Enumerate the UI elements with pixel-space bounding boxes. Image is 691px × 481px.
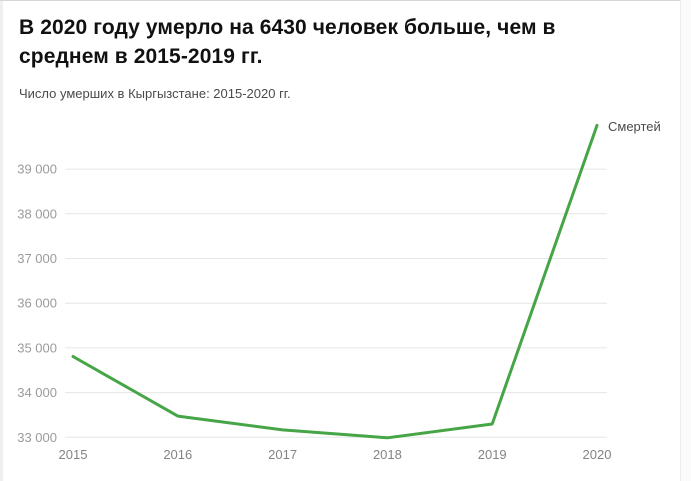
page-title: В 2020 году умерло на 6430 человек больш… [19,13,556,71]
page-title-line-2: среднем в 2015-2019 гг. [19,45,263,68]
y-tick-label: 33 000 [17,430,57,445]
y-tick-label: 38 000 [17,206,57,221]
page-title-line-1: В 2020 году умерло на 6430 человек больш… [19,16,556,39]
x-tick-label: 2015 [59,447,88,462]
x-tick-label: 2017 [268,447,297,462]
y-tick-label: 37 000 [17,251,57,266]
top-edge-divider [0,0,691,1]
x-tick-label: 2019 [478,447,507,462]
y-tick-label: 35 000 [17,340,57,355]
y-tick-label: 34 000 [17,385,57,400]
right-gutter [680,0,691,481]
x-tick-label: 2016 [163,447,192,462]
y-tick-label: 36 000 [17,296,57,311]
x-tick-label: 2018 [373,447,402,462]
left-edge-divider [0,0,3,481]
chart-subtitle: Число умерших в Кыргызстане: 2015-2020 г… [19,86,291,101]
deaths-line-series [71,123,599,440]
y-tick-label: 39 000 [17,162,57,177]
series-label: Смертей [608,119,661,134]
x-tick-label: 2020 [583,447,612,462]
